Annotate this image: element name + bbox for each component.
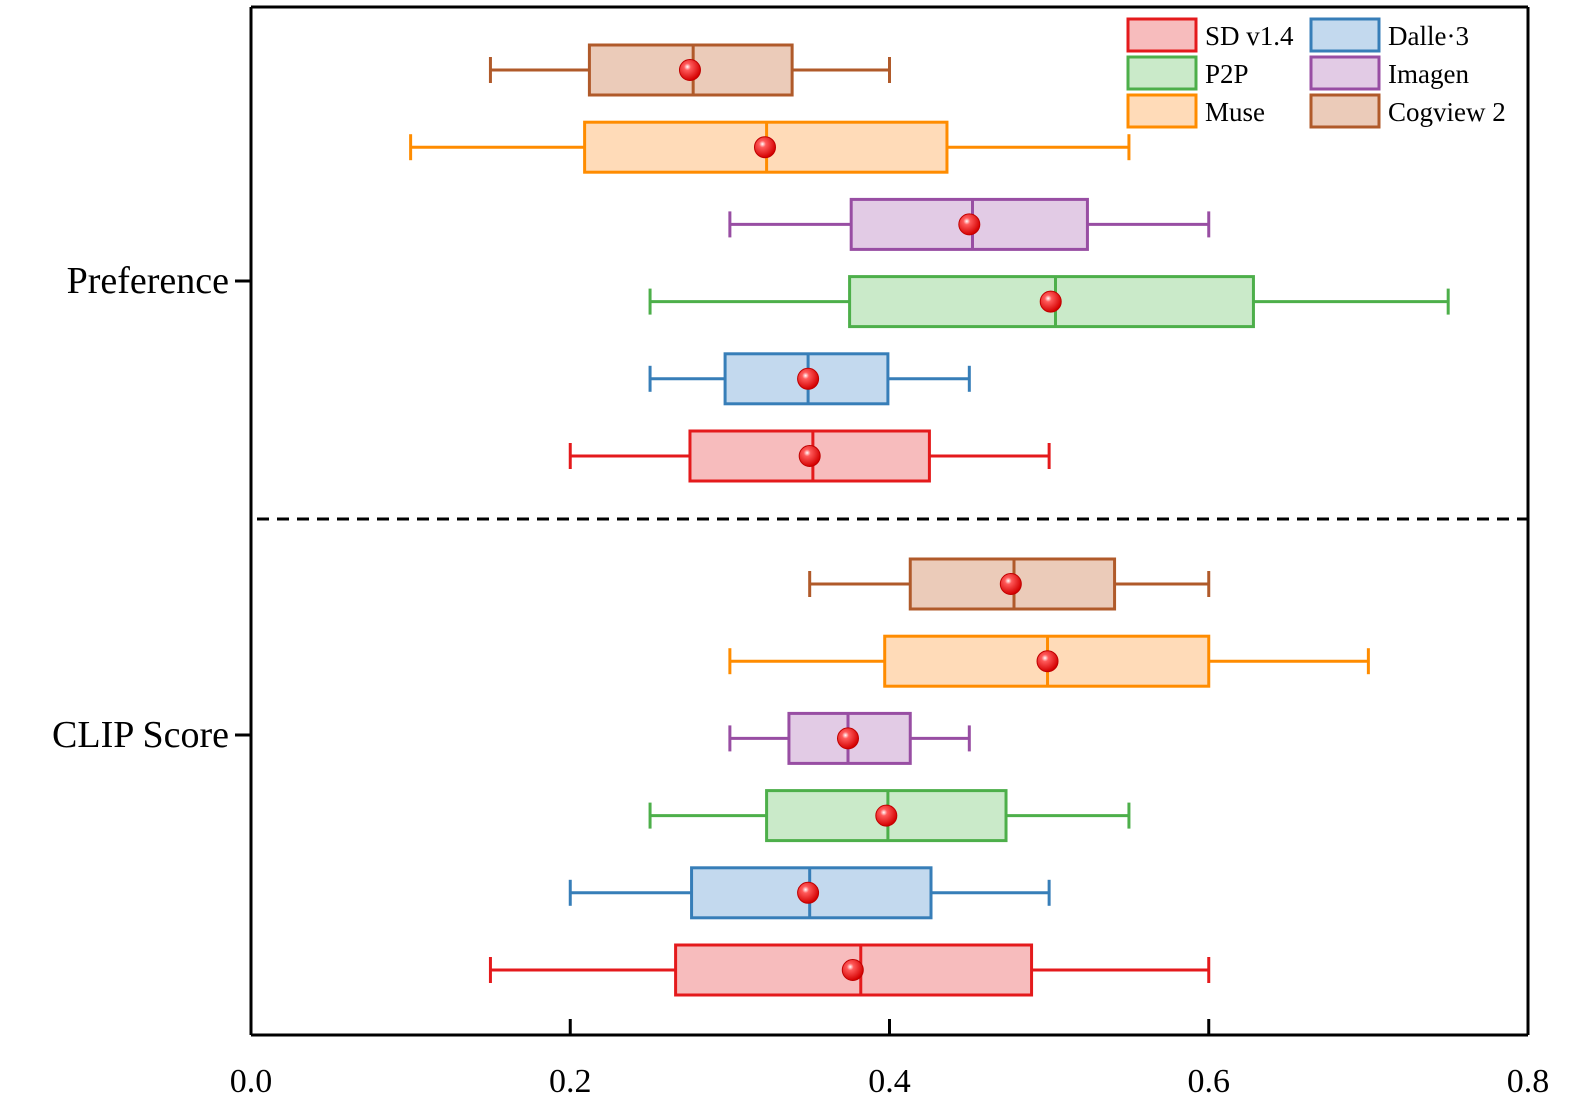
x-tick-label: 0.4 xyxy=(868,1063,911,1100)
mean-marker xyxy=(797,881,820,904)
mean-marker xyxy=(875,804,898,827)
box-p2p-preference xyxy=(648,275,1450,329)
legend-item: Imagen xyxy=(1309,55,1469,91)
x-tick-label: 0.2 xyxy=(549,1063,592,1100)
legend-label: Cogview 2 xyxy=(1388,97,1506,127)
legend-item: Cogview 2 xyxy=(1309,93,1506,129)
legend: SD v1.4 Dalle·3 P2P Imagen Muse Cogview 2 xyxy=(1126,17,1506,129)
box-muse-clip-score xyxy=(728,634,1370,688)
legend-swatch xyxy=(1309,55,1381,91)
box-sd-v1-4-preference xyxy=(568,429,1051,483)
mean-marker xyxy=(798,445,821,467)
mean-marker xyxy=(841,959,864,981)
x-tick-label: 0.8 xyxy=(1507,1063,1550,1100)
box-sd-v1-4-clip-score xyxy=(488,943,1211,997)
legend-swatch xyxy=(1126,93,1198,129)
box-cogview-2-preference xyxy=(488,43,891,97)
y-tick-label: CLIP Score xyxy=(52,714,229,756)
legend-label: SD v1.4 xyxy=(1205,21,1294,51)
mean-marker xyxy=(1036,650,1059,673)
axis-layer: 0.0 0.2 0.4 0.6 0.8 Preference CLIP Score xyxy=(52,5,1550,1100)
mean-marker xyxy=(678,59,701,81)
box-iqr xyxy=(587,43,794,97)
box-dalle-3-preference xyxy=(648,352,971,406)
legend-label: Muse xyxy=(1205,97,1265,127)
legend-item: P2P xyxy=(1126,55,1249,91)
box-iqr xyxy=(690,866,933,920)
legend-swatch xyxy=(1309,17,1381,53)
legend-swatch xyxy=(1309,93,1381,129)
mean-marker xyxy=(797,367,820,390)
mean-marker xyxy=(1039,290,1062,313)
legend-item: SD v1.4 xyxy=(1126,17,1294,53)
mean-marker xyxy=(753,136,776,159)
y-tick-label: Preference xyxy=(67,260,229,302)
box-imagen-clip-score xyxy=(728,711,971,765)
legend-label: Imagen xyxy=(1388,59,1469,89)
legend-item: Muse xyxy=(1126,93,1265,129)
box-muse-preference xyxy=(409,120,1131,174)
mean-marker xyxy=(836,727,859,750)
mean-marker xyxy=(999,573,1022,595)
legend-label: P2P xyxy=(1205,59,1249,89)
box-cogview-2-clip-score xyxy=(808,557,1211,611)
box-dalle-3-clip-score xyxy=(568,866,1051,920)
plot-layer xyxy=(409,43,1450,997)
mean-marker xyxy=(958,213,981,236)
x-tick-label: 0.6 xyxy=(1188,1063,1231,1100)
box-imagen-preference xyxy=(728,197,1211,251)
legend-item: Dalle·3 xyxy=(1309,17,1469,53)
legend-swatch xyxy=(1126,17,1198,53)
x-tick-label: 0.0 xyxy=(230,1063,273,1100)
box-p2p-clip-score xyxy=(648,789,1131,843)
legend-swatch xyxy=(1126,55,1198,91)
legend-label: Dalle·3 xyxy=(1388,21,1469,51)
